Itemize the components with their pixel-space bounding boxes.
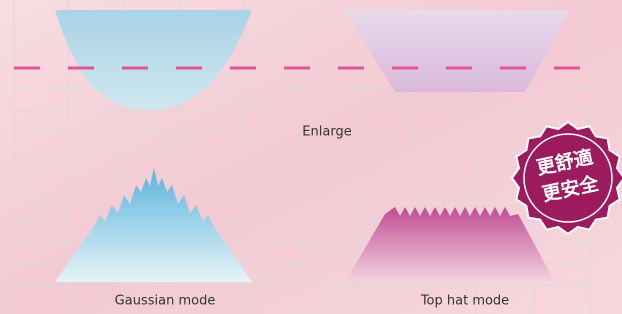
- page: Enlarge Gaussian mode Top hat mode 更舒適 更…: [0, 0, 622, 314]
- gaussian-label: Gaussian mode: [115, 294, 216, 309]
- tophat-label: Top hat mode: [420, 294, 509, 309]
- illustration: Enlarge Gaussian mode Top hat mode 更舒適 更…: [0, 0, 622, 314]
- enlarge-label: Enlarge: [302, 125, 351, 140]
